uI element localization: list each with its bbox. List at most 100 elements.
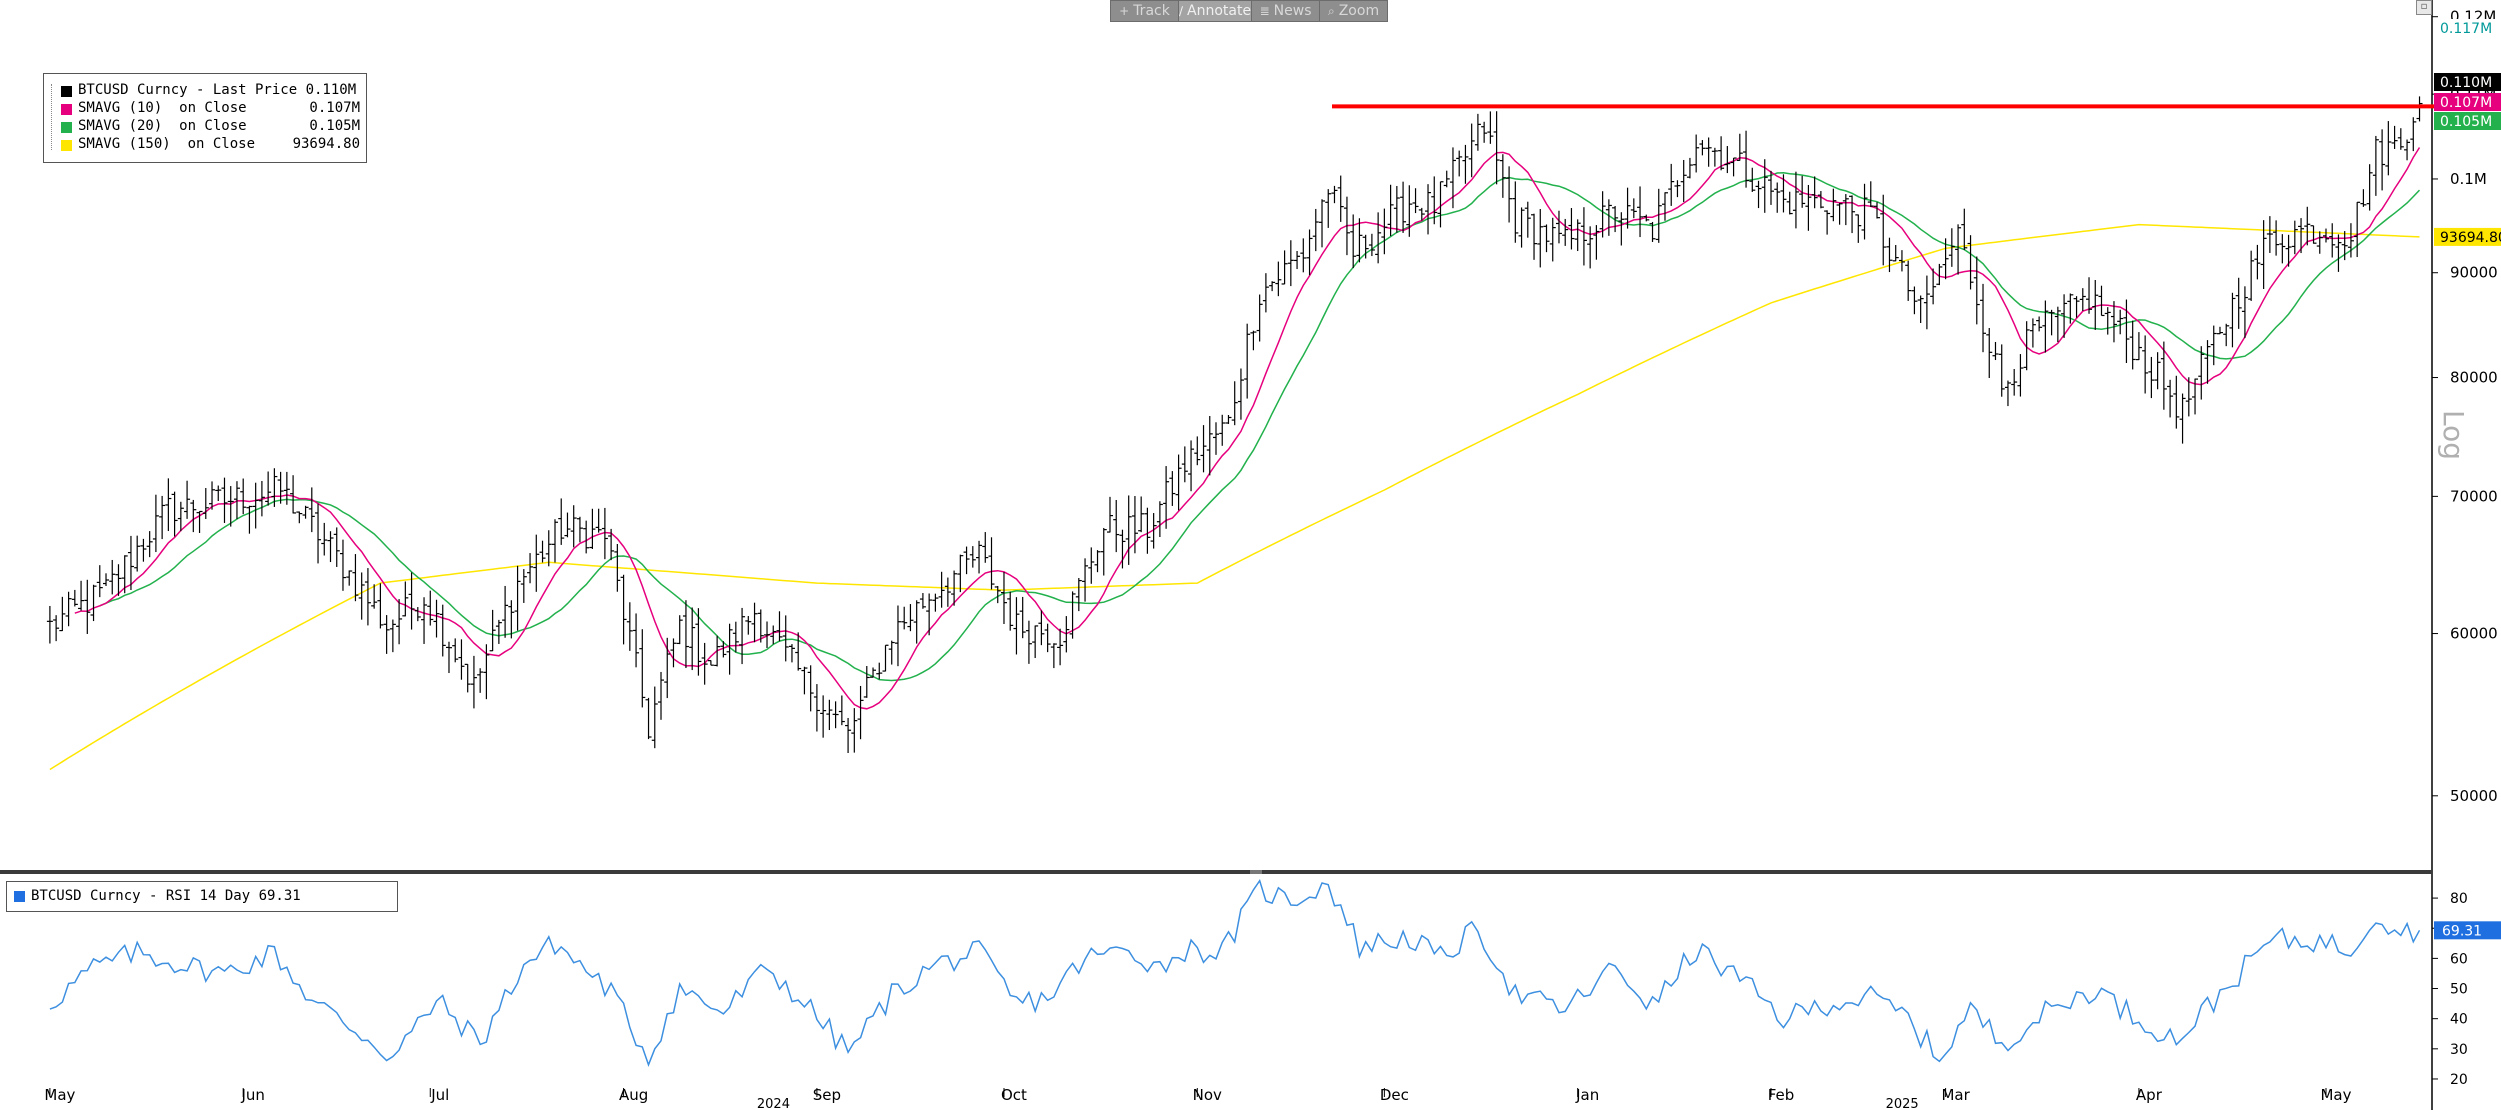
x-year-label: 2024 xyxy=(757,1097,790,1110)
price-bar xyxy=(1518,207,1525,248)
price-bar xyxy=(2235,277,2242,329)
panel-divider-bar[interactable] xyxy=(0,870,2432,874)
price-bar xyxy=(2329,223,2336,258)
toolbar-track-button[interactable]: + Track xyxy=(1111,1,1179,21)
y-tick-label: 50000 xyxy=(2450,787,2498,805)
price-bar xyxy=(152,494,159,553)
price-bar xyxy=(115,564,122,596)
price-bar xyxy=(1200,425,1207,473)
price-legend[interactable]: BTCUSD Curncy - Last Price 0.110M SMAVG … xyxy=(43,73,367,163)
sma10-line xyxy=(74,147,2421,710)
price-bar xyxy=(626,602,633,651)
price-bar xyxy=(1531,213,1538,260)
price-bar xyxy=(826,699,833,731)
price-bar xyxy=(1855,214,1862,243)
price-bar xyxy=(1244,323,1251,399)
price-bar xyxy=(1743,130,1750,188)
price-bar xyxy=(1786,191,1793,215)
x-month-label: Apr xyxy=(2136,1086,2163,1104)
x-month-label: Jan xyxy=(1575,1086,1599,1104)
price-bar xyxy=(1493,111,1500,185)
price-bar xyxy=(2310,225,2317,244)
price-bar xyxy=(1368,233,1375,257)
price-bar xyxy=(645,697,652,740)
price-bar xyxy=(383,615,390,654)
price-bar xyxy=(1113,499,1120,553)
price-bar xyxy=(1025,620,1032,664)
x-month-label: May xyxy=(44,1086,75,1104)
price-bar xyxy=(857,685,864,740)
price-bar xyxy=(2160,341,2167,410)
sma20-path xyxy=(99,171,2421,682)
price-bar xyxy=(1512,181,1519,243)
price-bar xyxy=(1449,147,1456,209)
price-bar xyxy=(71,589,78,607)
price-tag-label: 93694.80 xyxy=(2440,230,2501,246)
price-bar xyxy=(1543,224,1550,253)
price-bar xyxy=(1730,157,1737,177)
x-year-label: 2025 xyxy=(1886,1097,1919,1110)
price-bar xyxy=(1986,328,1993,379)
price-bar xyxy=(2104,307,2111,335)
price-bar xyxy=(1437,181,1444,228)
price-bar xyxy=(1050,643,1057,669)
price-bar xyxy=(2322,228,2329,243)
price-tag: 93694.80 xyxy=(2434,227,2501,246)
price-bar xyxy=(296,511,303,524)
price-bar xyxy=(177,501,184,532)
price-bar xyxy=(1630,198,1637,219)
price-bar xyxy=(358,572,365,620)
price-bar xyxy=(2204,340,2211,384)
price-bar xyxy=(1705,137,1712,167)
price-bar xyxy=(1456,150,1463,177)
window-icon[interactable]: ▫ xyxy=(2416,0,2432,15)
price-bar xyxy=(84,579,91,634)
price-bar xyxy=(795,632,802,671)
price-bar xyxy=(352,554,359,602)
rsi-y-tick-label: 20 xyxy=(2450,1072,2468,1088)
rsi-legend[interactable]: BTCUSD Curncy - RSI 14 Day 69.31 xyxy=(6,881,398,912)
price-bar xyxy=(558,498,565,545)
price-bar xyxy=(1792,171,1799,229)
price-bar xyxy=(701,642,708,685)
price-bar xyxy=(1892,245,1899,262)
price-bar xyxy=(2029,318,2036,348)
price-bar xyxy=(551,519,558,563)
price-bar xyxy=(658,671,665,720)
toolbar-annotate-button[interactable]: ∕ Annotate xyxy=(1178,1,1253,21)
price-tag-label: 0.105M xyxy=(2440,114,2492,130)
price-bar xyxy=(583,520,590,554)
legend-swatch xyxy=(61,86,72,97)
price-bar xyxy=(1213,422,1219,455)
price-bar xyxy=(414,607,421,622)
panel-divider[interactable] xyxy=(0,870,2432,874)
price-bar xyxy=(1992,341,1999,361)
rsi-panel xyxy=(49,878,2421,1067)
price-bar xyxy=(2341,231,2348,261)
price-bar xyxy=(1312,208,1319,252)
price-bar xyxy=(689,607,696,671)
price-bar xyxy=(913,600,920,644)
price-bar xyxy=(1231,381,1238,426)
price-bar xyxy=(1886,237,1893,273)
price-bar xyxy=(1138,496,1145,533)
legend-swatch xyxy=(14,891,25,902)
toolbar-news-button[interactable]: ≣ News xyxy=(1252,1,1321,21)
toolbar-zoom-button[interactable]: ⌕ Zoom xyxy=(1320,1,1387,21)
price-bar xyxy=(2054,306,2061,343)
price-bar xyxy=(1942,238,1949,280)
log-scale-label[interactable]: Log xyxy=(2437,410,2470,461)
price-bar xyxy=(1524,201,1531,238)
price-bar xyxy=(1038,610,1045,646)
price-bar xyxy=(1699,140,1706,156)
price-bar xyxy=(1237,368,1244,420)
plus-icon: + xyxy=(1119,4,1130,18)
legend-row-sma10: SMAVG (10) on Close 0.107M xyxy=(44,100,366,118)
price-bar xyxy=(1599,191,1606,238)
price-bar xyxy=(1905,260,1912,301)
price-bar xyxy=(539,540,546,563)
sma150-line xyxy=(49,223,2420,771)
price-bar xyxy=(1131,496,1138,554)
price-bar xyxy=(458,639,465,680)
